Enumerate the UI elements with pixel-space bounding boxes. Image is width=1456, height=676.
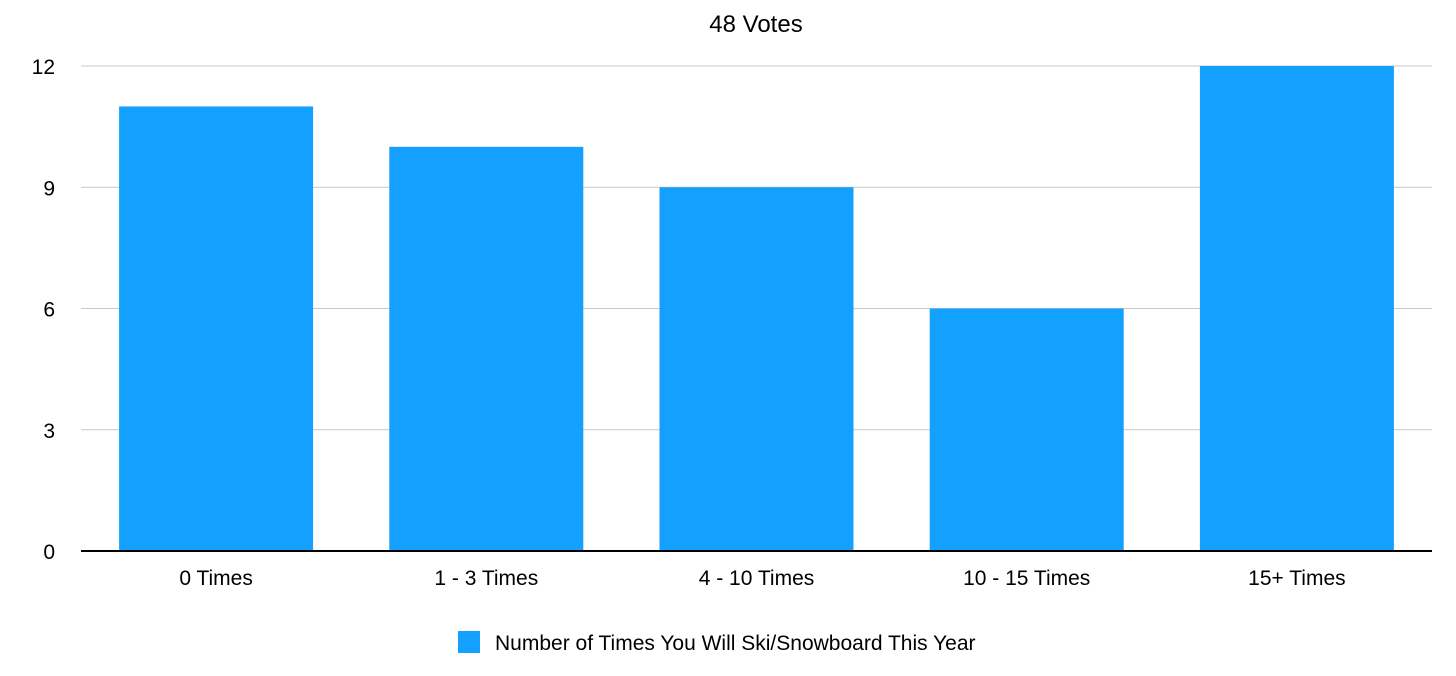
- bar: [929, 308, 1124, 551]
- chart-title: 48 Votes: [709, 11, 802, 38]
- bar: [659, 187, 854, 551]
- y-tick-label: 6: [43, 299, 55, 322]
- x-tick-label: 15+ Times: [1248, 567, 1345, 590]
- y-tick-label: 3: [43, 420, 55, 443]
- legend-label: Number of Times You Will Ski/Snowboard T…: [495, 632, 976, 655]
- x-tick-label: 10 - 15 Times: [963, 567, 1090, 590]
- y-axis-ticks: 0 3 6 9 12: [32, 56, 55, 564]
- x-tick-label: 0 Times: [179, 567, 253, 590]
- y-tick-label: 12: [32, 56, 55, 79]
- x-tick-label: 1 - 3 Times: [434, 567, 538, 590]
- x-axis-ticks: 0 Times 1 - 3 Times 4 - 10 Times 10 - 15 Ti…: [179, 567, 1345, 590]
- y-tick-label: 9: [43, 177, 55, 200]
- x-tick-label: 4 - 10 Times: [699, 567, 815, 590]
- legend: Number of Times You Will Ski/Snowboard T…: [458, 631, 976, 655]
- bar: [389, 146, 584, 552]
- bar: [1199, 66, 1394, 551]
- bars: [119, 66, 1394, 552]
- bar: [119, 106, 314, 552]
- y-tick-label: 0: [43, 541, 55, 564]
- legend-swatch: [458, 631, 480, 653]
